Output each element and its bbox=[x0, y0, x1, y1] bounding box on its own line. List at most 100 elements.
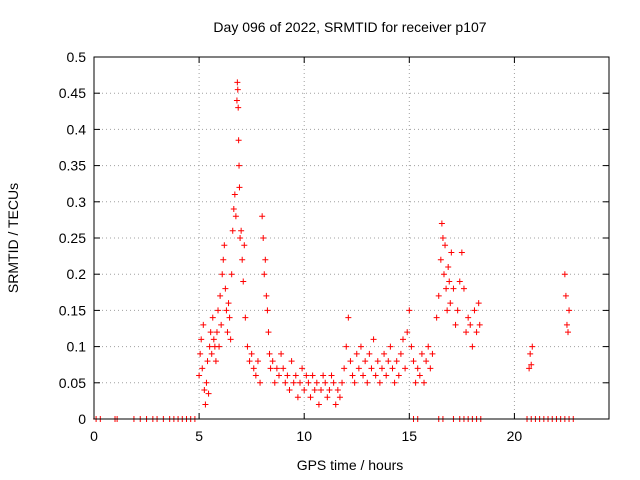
data-point bbox=[463, 329, 470, 336]
data-point bbox=[565, 329, 572, 336]
data-point bbox=[313, 379, 320, 386]
data-point bbox=[393, 358, 400, 365]
data-point bbox=[427, 365, 434, 372]
data-point bbox=[433, 314, 440, 321]
data-point bbox=[280, 365, 287, 372]
data-point bbox=[360, 372, 367, 379]
x-tick-label: 15 bbox=[402, 428, 418, 444]
data-point bbox=[387, 343, 394, 350]
data-point bbox=[257, 379, 264, 386]
data-points bbox=[93, 79, 577, 422]
data-point bbox=[215, 307, 222, 314]
data-point bbox=[341, 365, 348, 372]
data-point bbox=[209, 314, 216, 321]
data-point bbox=[362, 358, 369, 365]
data-point bbox=[260, 235, 267, 241]
data-point bbox=[250, 365, 257, 372]
data-point bbox=[448, 249, 455, 256]
data-point bbox=[309, 372, 316, 379]
data-point bbox=[206, 343, 213, 350]
data-point bbox=[236, 184, 243, 191]
data-point bbox=[562, 292, 569, 299]
data-point bbox=[334, 387, 341, 394]
data-point bbox=[351, 379, 358, 386]
data-point bbox=[269, 358, 276, 365]
data-point bbox=[445, 263, 452, 270]
y-tick-label: 0.45 bbox=[59, 85, 86, 101]
data-point bbox=[301, 387, 308, 394]
data-point bbox=[475, 300, 482, 307]
y-tick-label: 0.35 bbox=[59, 158, 86, 174]
data-point bbox=[252, 372, 259, 379]
data-point bbox=[246, 358, 253, 365]
data-point bbox=[286, 387, 293, 394]
data-point bbox=[440, 271, 447, 278]
data-point bbox=[355, 365, 362, 372]
data-point bbox=[237, 235, 244, 241]
data-point bbox=[370, 336, 377, 343]
data-point bbox=[315, 401, 322, 408]
data-point bbox=[378, 365, 385, 372]
data-point bbox=[322, 379, 329, 386]
data-point bbox=[207, 329, 214, 336]
data-point bbox=[357, 343, 364, 350]
data-point bbox=[444, 307, 451, 314]
y-tick-label: 0.25 bbox=[59, 230, 86, 246]
data-point bbox=[266, 350, 273, 357]
x-axis-label: GPS time / hours bbox=[297, 457, 404, 473]
data-point bbox=[284, 372, 291, 379]
data-point bbox=[259, 213, 266, 220]
data-point bbox=[228, 271, 235, 278]
data-point bbox=[311, 387, 318, 394]
y-tick-label: 0.5 bbox=[67, 49, 87, 65]
data-point bbox=[326, 387, 333, 394]
data-point bbox=[374, 358, 381, 365]
data-point bbox=[305, 379, 312, 386]
data-point bbox=[231, 191, 238, 198]
data-point bbox=[221, 242, 228, 249]
data-point bbox=[529, 343, 536, 350]
y-tick-label: 0.2 bbox=[67, 266, 87, 282]
data-point bbox=[234, 86, 241, 93]
data-point bbox=[235, 137, 242, 144]
data-point bbox=[460, 285, 467, 292]
data-point bbox=[229, 227, 236, 234]
axis-ticks: 0 0.05 0.1 0.15 0.2 0.25 0.3 0.35 0.4 0.45 0.5 0 5 10… bbox=[59, 49, 609, 444]
data-point bbox=[224, 329, 231, 336]
data-point bbox=[217, 292, 224, 299]
data-point bbox=[232, 213, 239, 220]
data-point bbox=[381, 350, 388, 357]
data-point bbox=[402, 365, 409, 372]
data-point bbox=[443, 285, 450, 292]
data-point bbox=[218, 321, 225, 328]
data-point bbox=[526, 365, 533, 372]
data-point bbox=[278, 350, 285, 357]
data-point bbox=[216, 343, 223, 350]
data-point bbox=[226, 314, 233, 321]
data-point bbox=[220, 256, 227, 263]
data-point bbox=[328, 372, 335, 379]
data-point bbox=[235, 104, 242, 111]
data-point bbox=[442, 242, 449, 249]
data-point bbox=[210, 336, 217, 343]
data-point bbox=[222, 285, 229, 292]
data-point bbox=[349, 372, 356, 379]
data-point bbox=[566, 307, 573, 314]
data-point bbox=[469, 343, 476, 350]
grid-lines bbox=[94, 57, 609, 419]
data-point bbox=[202, 401, 209, 408]
data-point bbox=[528, 361, 535, 368]
data-point bbox=[248, 350, 255, 357]
x-tick-label: 0 bbox=[90, 428, 98, 444]
data-point bbox=[345, 314, 352, 321]
data-point bbox=[213, 329, 220, 336]
data-point bbox=[465, 314, 472, 321]
data-point bbox=[282, 379, 289, 386]
data-point bbox=[410, 358, 417, 365]
y-tick-label: 0.4 bbox=[67, 121, 87, 137]
data-point bbox=[418, 350, 425, 357]
data-point bbox=[297, 379, 303, 386]
data-point bbox=[233, 97, 240, 104]
data-point bbox=[212, 358, 219, 365]
